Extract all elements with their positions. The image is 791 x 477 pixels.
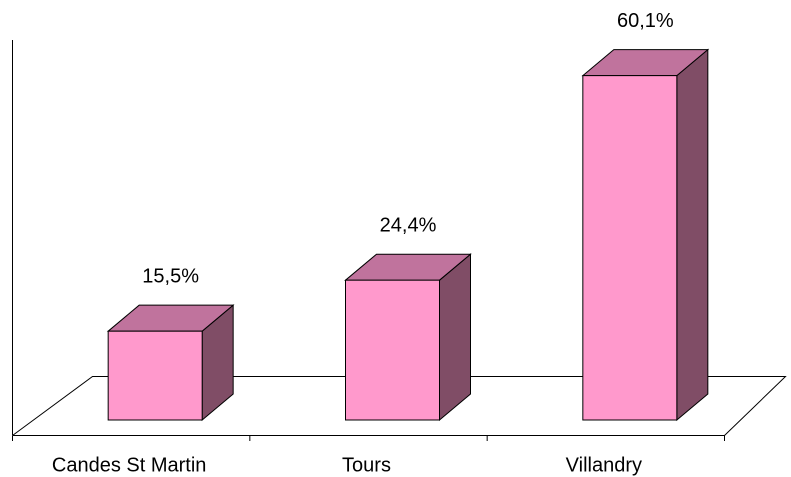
x-tick-label: Candes St Martin	[52, 454, 207, 476]
bar	[582, 75, 678, 421]
bar-side	[439, 253, 471, 422]
x-tick-label: Villandry	[566, 454, 642, 476]
bar-side	[676, 48, 709, 422]
data-label: 24,4%	[380, 214, 437, 236]
data-label: 60,1%	[617, 10, 674, 32]
x-tick-label: Tours	[342, 454, 391, 476]
bar	[345, 279, 440, 421]
data-label: 15,5%	[142, 265, 199, 287]
bar	[107, 330, 203, 421]
